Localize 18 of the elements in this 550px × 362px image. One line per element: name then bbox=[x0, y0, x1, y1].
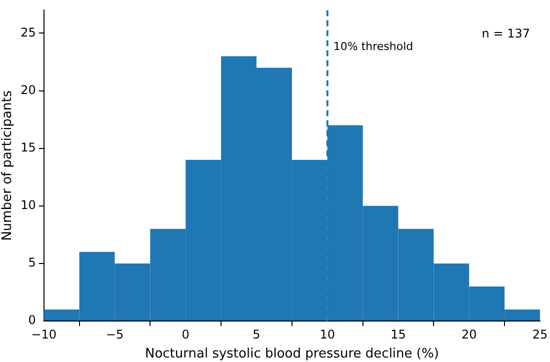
y-axis-title: Number of participants bbox=[0, 90, 16, 241]
y-tick-label: 5 bbox=[28, 256, 36, 270]
x-tick-label: 5 bbox=[252, 327, 260, 342]
y-tick-label: 10 bbox=[20, 198, 36, 212]
x-tick-label: 25 bbox=[532, 327, 548, 342]
y-tick-label: 20 bbox=[20, 82, 36, 97]
ref-line-label: 10% threshold bbox=[333, 40, 414, 54]
y-tick-label: 0 bbox=[28, 313, 36, 328]
x-tick-label: −10 bbox=[31, 327, 57, 342]
y-tick-label: 15 bbox=[20, 140, 36, 154]
x-tick-label: 20 bbox=[461, 327, 477, 342]
x-tick-label: −5 bbox=[106, 327, 124, 342]
y-tick-label: 25 bbox=[20, 25, 36, 40]
x-tick-label: 15 bbox=[390, 327, 406, 342]
x-tick-label: 10 bbox=[320, 327, 336, 342]
annotation: n = 137 bbox=[482, 26, 530, 40]
x-tick-label: 0 bbox=[182, 327, 190, 342]
x-axis-title: Nocturnal systolic blood pressure decline (%) bbox=[144, 346, 439, 362]
